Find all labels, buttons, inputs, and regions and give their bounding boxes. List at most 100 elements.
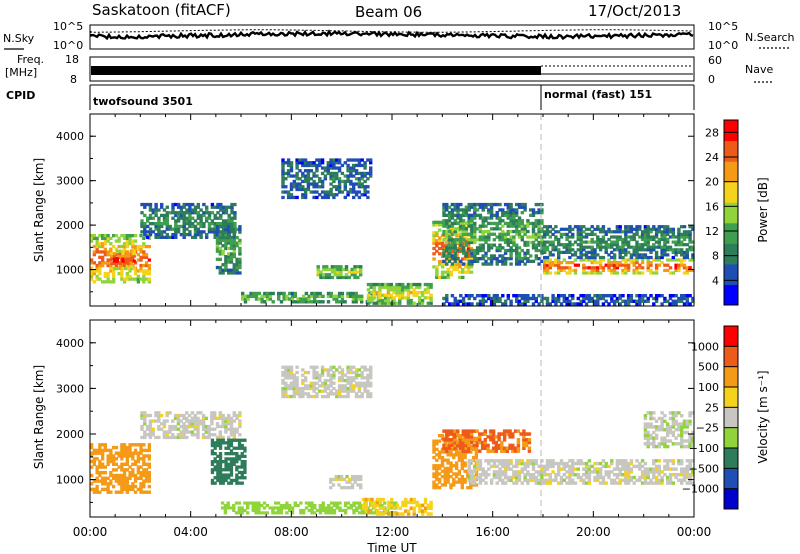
echo-cell [122,277,127,281]
echo-cell [450,429,454,433]
echo-cell [223,506,228,510]
echo-cell [534,246,538,250]
echo-cell [646,243,650,247]
echo-cell [346,392,350,396]
echo-cell [520,248,524,253]
echo-cell [459,240,463,245]
echo-cell [443,469,447,473]
echo-cell [682,478,687,482]
echo-cell [196,205,200,209]
echo-cell [624,266,628,270]
echo-cell [363,161,367,165]
echo-cell [196,435,200,440]
echo-cell [332,174,336,178]
echo-cell [440,469,445,473]
echo-cell [343,394,347,399]
echo-cell [109,250,113,254]
echo-cell [92,236,96,240]
echo-cell [221,238,225,242]
echo-cell [652,271,656,275]
echo-cell [453,227,457,231]
echo-cell [327,511,331,515]
echo-cell [674,253,678,257]
echo-cell [498,467,502,471]
echo-cell [142,280,146,284]
echo-cell [213,413,217,418]
echo-cell [435,475,439,479]
echo-cell [596,225,600,229]
echo-cell [333,265,337,269]
echo-cell [282,291,286,296]
echo-cell [489,202,494,207]
echo-cell [495,257,499,261]
echo-cell [352,169,356,173]
echo-cell [526,464,530,469]
echo-cell [375,301,379,305]
echo-cell [475,461,480,466]
echo-cell [463,270,468,274]
echo-cell [352,386,356,391]
echo-cell [495,473,499,477]
echo-cell [688,258,692,262]
echo-cell [369,290,374,295]
echo-cell [598,245,603,249]
echo-cell [526,259,530,263]
echo-cell [632,250,636,254]
echo-cell [666,467,670,471]
echo-cell [366,301,371,305]
echo-cell [112,234,116,238]
echo-cell [409,290,413,295]
echo-cell [118,254,122,258]
echo-cell [624,232,628,236]
echo-cell [523,243,527,247]
echo-cell [557,296,561,301]
echo-cell [582,296,586,301]
echo-cell [232,238,236,242]
echo-cell [674,250,678,254]
echo-cell [618,294,622,298]
echo-cell [652,459,656,463]
echo-cell [484,473,488,477]
echo-cell [503,211,508,215]
echo-cell [298,169,302,173]
echo-cell [590,268,594,272]
echo-cell [455,231,459,235]
echo-cell [115,259,120,263]
echo-cell [529,478,533,482]
echo-cell [136,454,140,458]
echo-cell [509,219,513,223]
echo-cell [640,230,645,234]
echo-cell [537,481,541,485]
echo-cell [450,224,455,228]
echo-cell [420,290,425,295]
echo-cell [122,487,127,492]
echo-cell [354,376,359,380]
echo-cell [185,208,189,212]
echo-cell [571,294,575,298]
echo-cell [343,185,347,189]
echo-cell [432,475,436,479]
echo-cell [593,478,597,482]
echo-cell [443,275,448,279]
echo-cell [447,211,452,215]
echo-cell [190,433,195,437]
echo-cell [227,219,231,223]
echo-cell [445,262,449,266]
echo-cell [363,386,367,391]
echo-cell [531,246,536,250]
echo-cell [109,269,113,273]
echo-cell [573,467,578,471]
echo-cell [579,461,583,466]
echo-cell [685,464,689,469]
echo-cell [238,419,242,423]
echo-cell [473,464,477,469]
echo-cell [386,293,391,297]
echo-cell [463,262,468,266]
echo-cell [587,475,592,480]
echo-cell [284,161,288,165]
echo-cell [469,440,474,445]
echo-cell [455,236,459,240]
echo-cell [243,449,247,453]
echo-cell [685,481,689,485]
echo-cell [593,299,597,303]
